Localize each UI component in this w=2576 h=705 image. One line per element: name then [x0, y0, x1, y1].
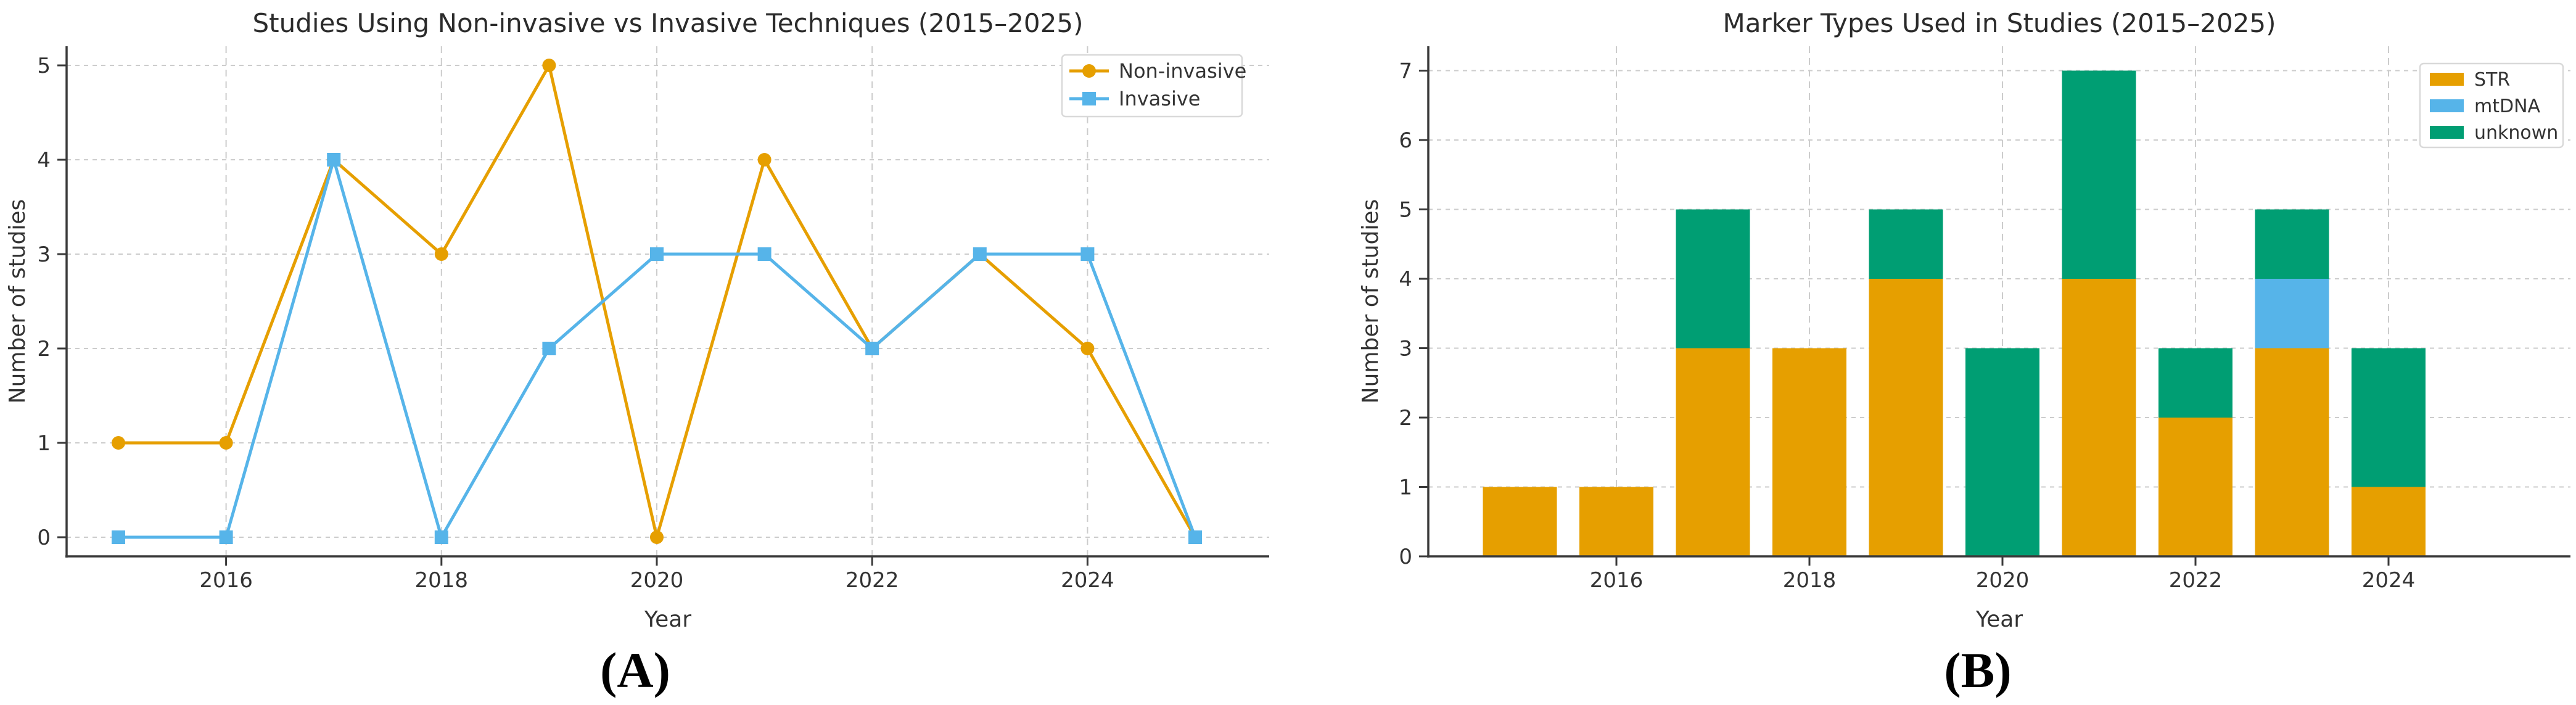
bar-segment-unknown-2017 [1676, 209, 1750, 348]
bar-segment-str-2016 [1579, 487, 1653, 556]
x-tick-label: 2018 [415, 568, 469, 593]
y-tick-label: 6 [1399, 128, 1412, 153]
y-tick-label: 5 [37, 54, 51, 78]
y-tick-label: 2 [37, 337, 51, 361]
marker-invasive-2024 [1080, 247, 1095, 261]
y-tick-label: 7 [1399, 59, 1412, 84]
legend-label-invasive: Invasive [1119, 87, 1200, 110]
bar-segment-unknown-2021 [2062, 70, 2136, 279]
bar-segment-str-2024 [2352, 487, 2426, 556]
y-tick-label: 4 [1399, 267, 1412, 292]
bar-segment-unknown-2019 [1869, 209, 1943, 279]
x-tick-label: 2024 [2362, 568, 2416, 593]
marker-non-invasive-2015 [112, 436, 125, 450]
legend-label-mtdna: mtDNA [2474, 96, 2541, 117]
x-tick-label: 2016 [1590, 568, 1644, 593]
bar-segment-str-2018 [1772, 348, 1846, 556]
legend-label-unknown: unknown [2474, 122, 2558, 144]
marker-non-invasive-2019 [542, 59, 556, 72]
panel-label-b: (B) [1944, 642, 2012, 698]
bar-segment-unknown-2024 [2352, 348, 2426, 487]
marker-invasive-2019 [542, 342, 556, 355]
marker-non-invasive-2016 [219, 436, 233, 450]
panel-b-title: Marker Types Used in Studies (2015–2025) [1722, 8, 2276, 38]
y-axis-label: Number of studies [1358, 199, 1383, 404]
marker-invasive-2022 [865, 342, 879, 355]
marker-invasive-2017 [327, 153, 341, 167]
marker-invasive-2020 [650, 247, 664, 261]
series-line-non-invasive [117, 64, 1197, 539]
x-tick-label: 2020 [1976, 568, 2030, 593]
marker-non-invasive-2024 [1080, 342, 1095, 355]
marker-invasive-2016 [219, 530, 233, 544]
x-tick-label: 2018 [1783, 568, 1837, 593]
y-tick-label: 3 [37, 242, 51, 267]
marker-invasive-2025 [1188, 530, 1202, 544]
y-axis-label: Number of studies [5, 199, 30, 404]
legend-label-str: STR [2474, 69, 2510, 91]
y-tick-label: 5 [1399, 198, 1412, 223]
legend-marker-non-invasive [1082, 64, 1096, 78]
marker-invasive-2018 [434, 530, 448, 544]
bar-segment-unknown-2023 [2255, 209, 2329, 279]
x-tick-label: 2024 [1061, 568, 1114, 593]
bar-segment-str-2022 [2158, 418, 2232, 556]
y-tick-label: 1 [1399, 476, 1412, 500]
marker-invasive-2021 [757, 247, 772, 261]
legend-patch-unknown [2430, 126, 2464, 139]
y-tick-label: 2 [1399, 406, 1412, 431]
bar-segment-str-2023 [2255, 348, 2329, 556]
bar-segment-str-2019 [1869, 279, 1943, 556]
legend-patch-mtdna [2430, 99, 2464, 112]
marker-non-invasive-2020 [650, 530, 664, 544]
bar-segment-str-2015 [1483, 487, 1557, 556]
bar-segment-unknown-2022 [2158, 348, 2232, 418]
x-tick-label: 2020 [630, 568, 684, 593]
legend-marker-invasive [1082, 92, 1096, 105]
line-chart-panel-a: 0 1 2 3 4 5 2016 2018 2020 2022 2024 Studies Using … [5, 8, 1269, 632]
x-tick-label: 2016 [199, 568, 253, 593]
legend-patch-str [2430, 73, 2464, 86]
marker-invasive-2023 [973, 247, 987, 261]
y-tick-label: 1 [37, 431, 51, 456]
y-tick-label: 4 [37, 148, 51, 173]
y-tick-label: 0 [1399, 545, 1412, 569]
x-tick-label: 2022 [2169, 568, 2223, 593]
x-axis-label: Year [1975, 607, 2023, 632]
marker-non-invasive-2021 [757, 153, 772, 167]
y-tick-label: 0 [37, 526, 51, 550]
marker-non-invasive-2018 [434, 247, 448, 261]
y-tick-label: 3 [1399, 337, 1412, 361]
bar-segment-str-2017 [1676, 348, 1750, 556]
bar-segment-mtdna-2023 [2255, 279, 2329, 348]
bar-segment-str-2021 [2062, 279, 2136, 556]
x-axis-label: Year [644, 607, 691, 632]
marker-invasive-2015 [112, 530, 125, 544]
x-tick-label: 2022 [846, 568, 899, 593]
bar-segment-unknown-2020 [1965, 348, 2039, 556]
stacked-bar-chart-panel-b: 0 1 2 3 4 5 6 7 2016 2018 2020 2022 2024 Marker Types… [1358, 8, 2570, 632]
panel-label-a: (A) [600, 642, 670, 698]
panel-a-title: Studies Using Non-invasive vs Invasive T… [253, 8, 1084, 38]
legend-label-non-invasive: Non-invasive [1119, 59, 1246, 83]
